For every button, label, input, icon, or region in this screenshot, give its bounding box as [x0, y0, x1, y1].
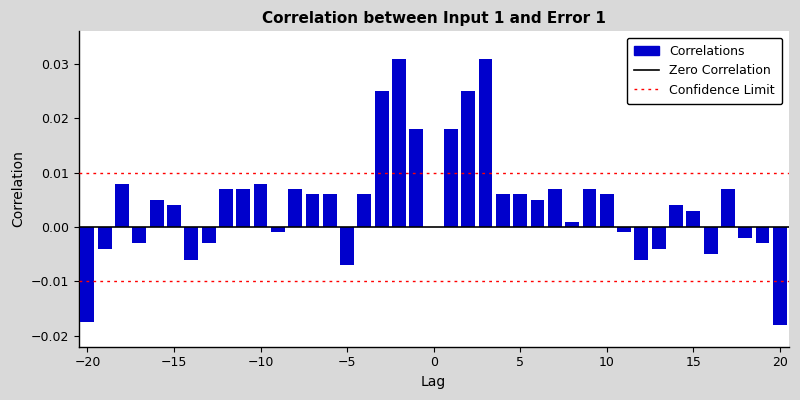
X-axis label: Lag: Lag — [421, 375, 446, 389]
Bar — [115, 184, 129, 227]
Bar — [721, 189, 735, 227]
Bar — [81, 227, 94, 322]
Bar — [271, 227, 285, 232]
Bar — [254, 184, 267, 227]
Bar — [634, 227, 648, 260]
Bar — [133, 227, 146, 243]
Bar — [617, 227, 631, 232]
Legend: Correlations, Zero Correlation, Confidence Limit: Correlations, Zero Correlation, Confiden… — [626, 38, 782, 104]
Bar — [392, 59, 406, 227]
Bar — [496, 194, 510, 227]
Bar — [704, 227, 718, 254]
Title: Correlation between Input 1 and Error 1: Correlation between Input 1 and Error 1 — [262, 11, 606, 26]
Bar — [582, 189, 596, 227]
Bar — [219, 189, 233, 227]
Bar — [323, 194, 337, 227]
Bar — [478, 59, 493, 227]
Bar — [514, 194, 527, 227]
Bar — [150, 200, 163, 227]
Y-axis label: Correlation: Correlation — [11, 150, 25, 228]
Bar — [686, 211, 700, 227]
Bar — [358, 194, 371, 227]
Bar — [548, 189, 562, 227]
Bar — [444, 129, 458, 227]
Bar — [374, 91, 389, 227]
Bar — [410, 129, 423, 227]
Bar — [669, 205, 683, 227]
Bar — [167, 205, 181, 227]
Bar — [530, 200, 545, 227]
Bar — [462, 91, 475, 227]
Bar — [566, 222, 579, 227]
Bar — [652, 227, 666, 249]
Bar — [202, 227, 215, 243]
Bar — [738, 227, 752, 238]
Bar — [756, 227, 770, 243]
Bar — [306, 194, 319, 227]
Bar — [340, 227, 354, 265]
Bar — [773, 227, 786, 325]
Bar — [288, 189, 302, 227]
Bar — [184, 227, 198, 260]
Bar — [236, 189, 250, 227]
Bar — [600, 194, 614, 227]
Bar — [98, 227, 112, 249]
